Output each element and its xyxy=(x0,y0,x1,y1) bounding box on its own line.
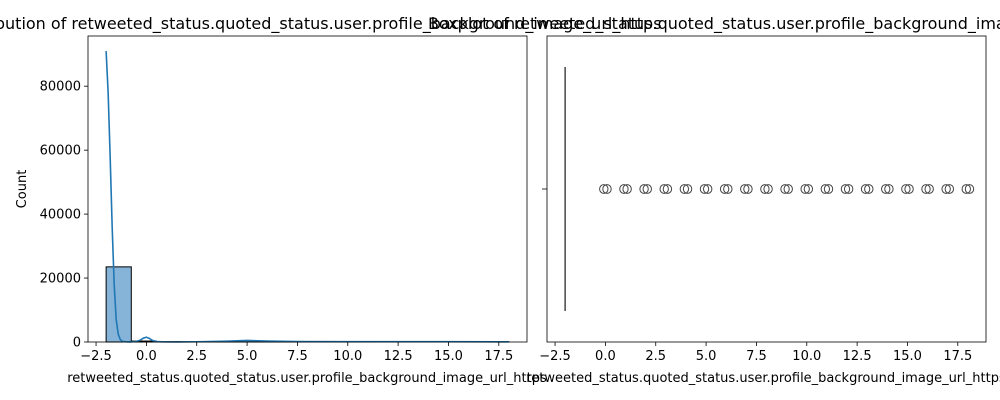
boxplot-outlier-point xyxy=(921,184,931,194)
histogram-panel: −2.5 0.0 2.5 5.0 7.5 10.0 12.5 15.0 17.5 0 20000 4… xyxy=(0,14,662,386)
histogram-y-tick-label: 0 xyxy=(73,336,81,351)
boxplot-outlier-point xyxy=(884,184,894,194)
boxplot-x-tick-label: 5.0 xyxy=(696,349,717,364)
histogram-x-ticks: −2.5 0.0 2.5 5.0 7.5 10.0 12.5 15.0 17.5 xyxy=(80,342,513,364)
histogram-x-tick-label: 7.5 xyxy=(287,349,308,364)
histogram-x-axis-label: retweeted_status.quoted_status.user.prof… xyxy=(67,371,547,386)
boxplot-outlier-point xyxy=(699,184,710,194)
boxplot-x-tick-label: 0.0 xyxy=(595,349,616,364)
histogram-bar xyxy=(105,266,132,343)
boxplot-outlier-point xyxy=(864,184,874,194)
boxplot-outlier-point xyxy=(760,184,770,194)
boxplot-axes-frame xyxy=(546,35,987,343)
boxplot-outlier-point xyxy=(602,184,612,194)
boxplot-outlier-point xyxy=(904,184,914,194)
boxplot-outlier-point xyxy=(840,184,851,194)
boxplot-x-tick-label: 7.5 xyxy=(746,349,767,364)
boxplot-outlier-point xyxy=(740,184,750,194)
boxplot-panel: −2.5 0.0 2.5 5.0 7.5 10.0 12.5 15.0 17.5 Boxplot… xyxy=(428,14,1000,386)
boxplot-outlier-point xyxy=(823,184,834,194)
boxplot-outlier-point xyxy=(619,184,629,194)
histogram-x-tick-label: 0.0 xyxy=(136,349,157,364)
boxplot-x-tick-label: −2.5 xyxy=(539,349,571,364)
histogram-y-tick-label: 60000 xyxy=(40,144,81,159)
histogram-x-tick-label: 15.0 xyxy=(434,349,463,364)
boxplot-outlier-point xyxy=(639,184,649,194)
boxplot-x-tick-label: 15.0 xyxy=(893,349,922,364)
boxplot-x-ticks: −2.5 0.0 2.5 5.0 7.5 10.0 12.5 15.0 17.5 xyxy=(539,342,972,364)
boxplot-outlier-point xyxy=(944,184,955,194)
boxplot-outlier-point xyxy=(679,184,690,194)
boxplot-outlier-point xyxy=(682,184,693,194)
boxplot-outlier-point xyxy=(964,184,975,194)
boxplot-outlier-point xyxy=(780,184,790,194)
boxplot-outlier-point xyxy=(881,184,891,194)
kde-line xyxy=(105,50,509,343)
histogram-title: Distribution of retweeted_status.quoted_… xyxy=(0,14,662,34)
boxplot-outlier-point xyxy=(719,184,730,194)
boxplot-outlier-point xyxy=(662,184,673,194)
boxplot-outlier-point xyxy=(820,184,831,194)
boxplot-outlier-point xyxy=(702,184,713,194)
histogram-x-tick-label: 10.0 xyxy=(333,349,362,364)
boxplot-outlier-point xyxy=(803,184,814,194)
boxplot-title: Boxplot of retweeted_status.quoted_statu… xyxy=(428,14,1000,34)
boxplot-outlier-point xyxy=(800,184,810,194)
histogram-y-ticks: 0 20000 40000 60000 80000 xyxy=(40,80,88,351)
boxplot-outlier-point xyxy=(901,184,911,194)
boxplot-outlier-point xyxy=(961,184,971,194)
boxplot-x-tick-label: 10.0 xyxy=(792,349,821,364)
boxplot-outlier-point xyxy=(763,184,773,194)
histogram-x-tick-label: 17.5 xyxy=(484,349,513,364)
boxplot-outlier-point xyxy=(860,184,871,194)
histogram-axes-frame xyxy=(87,35,528,343)
boxplot-x-tick-label: 17.5 xyxy=(943,349,972,364)
boxplot-outlier-point xyxy=(743,184,753,194)
histogram-y-tick-label: 20000 xyxy=(40,272,81,287)
histogram-y-tick-label: 40000 xyxy=(40,208,81,223)
boxplot-outliers xyxy=(599,184,975,194)
boxplot-outlier-point xyxy=(599,184,609,194)
histogram-y-axis-label: Count xyxy=(15,170,30,209)
boxplot-outlier-point xyxy=(659,184,669,194)
histogram-x-tick-label: −2.5 xyxy=(80,349,112,364)
boxplot-outlier-point xyxy=(723,184,733,194)
boxplot-outlier-point xyxy=(642,184,652,194)
histogram-x-tick-label: 2.5 xyxy=(186,349,207,364)
boxplot-outlier-point xyxy=(783,184,793,194)
boxplot-x-axis-label: retweeted_status.quoted_status.user.prof… xyxy=(526,371,1000,386)
boxplot-outlier-point xyxy=(924,184,934,194)
histogram-y-tick-label: 80000 xyxy=(40,80,81,95)
histogram-x-tick-label: 12.5 xyxy=(384,349,413,364)
boxplot-outlier-point xyxy=(941,184,951,194)
boxplot-x-tick-label: 12.5 xyxy=(843,349,872,364)
boxplot-outlier-point xyxy=(622,184,632,194)
histogram-bars xyxy=(105,266,510,343)
boxplot-x-tick-label: 2.5 xyxy=(645,349,666,364)
boxplot-outlier-point xyxy=(843,184,854,194)
histogram-x-tick-label: 5.0 xyxy=(237,349,258,364)
